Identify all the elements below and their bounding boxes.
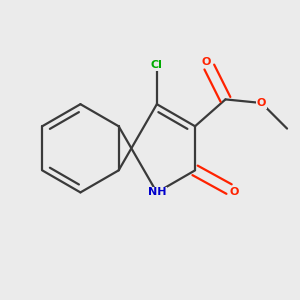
Text: O: O — [202, 57, 211, 67]
Text: O: O — [230, 187, 239, 197]
Text: NH: NH — [148, 188, 166, 197]
Text: O: O — [257, 98, 266, 108]
Text: Cl: Cl — [151, 60, 163, 70]
